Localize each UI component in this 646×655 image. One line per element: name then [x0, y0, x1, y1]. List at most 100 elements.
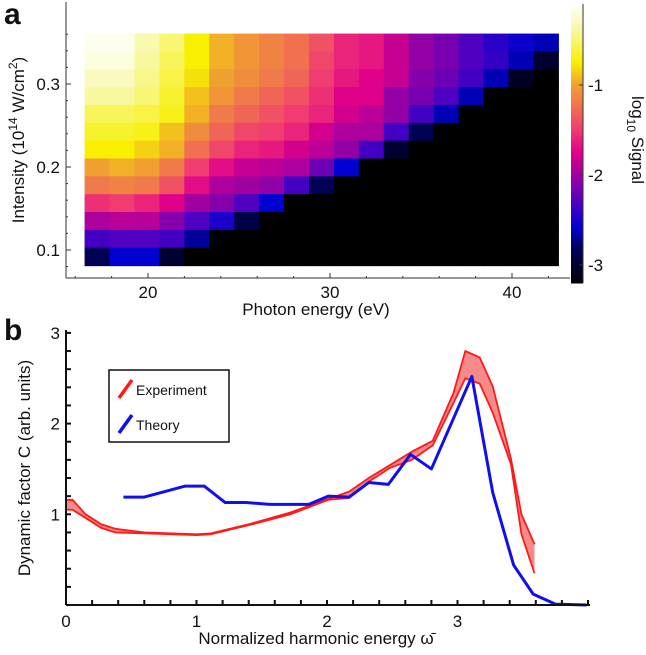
- colorbar-segment: [571, 220, 583, 224]
- colorbar-segment: [571, 166, 583, 170]
- heatmap-cell: [308, 158, 335, 177]
- heatmap-cell: [483, 33, 510, 53]
- heatmap-cell: [234, 104, 260, 124]
- colorbar-segment: [571, 131, 583, 135]
- heatmap-cell: [159, 158, 185, 177]
- heatmap-cell: [333, 33, 360, 53]
- colorbar-segment: [571, 241, 583, 244]
- heatmap-cell: [259, 176, 285, 195]
- heatmap-cell: [308, 104, 335, 124]
- colorbar-segment: [571, 190, 583, 193]
- colorbar-segment: [571, 264, 583, 268]
- heatmap-cell: [533, 33, 559, 53]
- colorbar-segment: [571, 13, 583, 17]
- legend-label-experiment: Experiment: [136, 382, 207, 398]
- colorbar-segment: [571, 113, 583, 117]
- heatmap-cell: [433, 33, 460, 53]
- colorbar-segment: [571, 20, 583, 24]
- colorbar-segment: [571, 15, 583, 19]
- heatmap-cell: [433, 229, 460, 249]
- colorbar-segment: [571, 259, 583, 263]
- line-y-tick-label: 2: [51, 415, 60, 434]
- heatmap-cell: [308, 51, 335, 70]
- heatmap-cell: [308, 247, 335, 267]
- heatmap-cell: [508, 247, 534, 267]
- heatmap-cell: [134, 194, 160, 213]
- heatmap-cell: [433, 176, 460, 195]
- heatmap-cell: [383, 229, 410, 249]
- heatmap-cell: [358, 122, 385, 142]
- colorbar-segment: [571, 83, 583, 86]
- colorbar-segment: [571, 62, 583, 65]
- heatmap-cell: [134, 158, 160, 177]
- heatmap-cell: [109, 104, 136, 124]
- heatmap-cell: [408, 229, 435, 249]
- colorbar-segment: [571, 124, 583, 128]
- heatmap-cell: [234, 122, 260, 142]
- panel-label-a: a: [4, 0, 21, 31]
- colorbar-tick-label: -2: [588, 166, 603, 185]
- heatmap-cell: [308, 176, 335, 195]
- heatmap-cell: [284, 104, 310, 124]
- heatmap-cell: [508, 33, 534, 53]
- heatmap-cell: [433, 247, 460, 267]
- heatmap-cell: [508, 229, 534, 249]
- colorbar-segment: [571, 208, 583, 212]
- heatmap-cell: [259, 212, 285, 231]
- colorbar-segment: [571, 57, 583, 61]
- heatmap-cell: [508, 51, 534, 70]
- colorbar-segment: [571, 136, 583, 140]
- heatmap-cell: [184, 194, 210, 213]
- heatmap-cell: [533, 104, 559, 124]
- heatmap-cell: [408, 69, 435, 88]
- colorbar-segment: [571, 22, 583, 26]
- heatmap-cell: [84, 194, 111, 213]
- heatmap-cell: [84, 104, 111, 124]
- heatmap-cell: [159, 51, 185, 70]
- colorbar-segment: [571, 192, 583, 196]
- heatmap-cell: [134, 140, 160, 160]
- heatmap-cell: [84, 87, 111, 106]
- colorbar-segment: [571, 152, 583, 156]
- colorbar-segment: [571, 36, 583, 40]
- colorbar-segment: [571, 73, 583, 77]
- heatmap-cell: [284, 51, 310, 70]
- heatmap-cell: [433, 122, 460, 142]
- colorbar-segment: [571, 169, 583, 172]
- heatmap-cell: [209, 87, 235, 106]
- heatmap-cell: [458, 33, 485, 53]
- heatmap-cell: [84, 51, 111, 70]
- colorbar-segment: [571, 110, 583, 114]
- heatmap-cell: [358, 104, 385, 124]
- colorbar-segment: [571, 238, 583, 242]
- heatmap-cell: [458, 212, 485, 231]
- heatmap-cell: [284, 212, 310, 231]
- heatmap-cell: [333, 104, 360, 124]
- heatmap-cell: [209, 122, 235, 142]
- heatmap-cell: [358, 33, 385, 53]
- colorbar-segment: [571, 59, 583, 63]
- heatmap-cell: [533, 51, 559, 70]
- heatmap-cell: [259, 69, 285, 88]
- line-x-axis-label: Normalized harmonic energy ω̄: [198, 629, 436, 648]
- heatmap-cell: [383, 122, 410, 142]
- colorbar-tick-label: -1: [588, 76, 603, 95]
- colorbar-segment: [571, 183, 583, 186]
- heatmap-cell: [109, 33, 136, 53]
- heatmap-cell: [159, 247, 185, 267]
- heatmap-cell: [508, 104, 534, 124]
- heatmap-cell: [84, 212, 111, 231]
- heatmap-cell: [134, 212, 160, 231]
- heatmap-x-axis-label: Photon energy (eV): [242, 300, 389, 319]
- colorbar-segment: [571, 115, 583, 119]
- heatmap-cell: [333, 158, 360, 177]
- heatmap-cell: [159, 122, 185, 142]
- colorbar-segment: [571, 248, 583, 251]
- colorbar-segment: [571, 108, 583, 112]
- heatmap-cell: [134, 176, 160, 195]
- colorbar-segment: [571, 213, 583, 217]
- line-y-axis-label: Dynamic factor C (arb. units): [15, 360, 34, 576]
- colorbar-segment: [571, 210, 583, 214]
- heatmap-cell: [284, 158, 310, 177]
